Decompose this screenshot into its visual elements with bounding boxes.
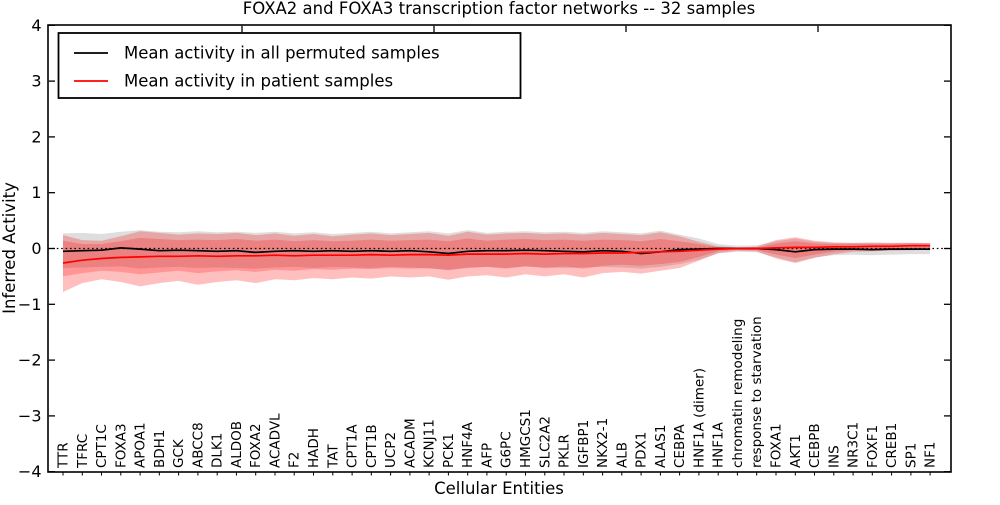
x-tick-label: PDX1 <box>634 432 650 468</box>
y-tick-label: −4 <box>18 462 42 481</box>
y-tick-labels: 4 3 2 1 0 −1 −2 −3 −4 <box>18 16 42 481</box>
x-tick-label: FOXA2 <box>248 423 264 468</box>
x-tick-label: AKT1 <box>788 434 804 468</box>
legend: Mean activity in all permuted samples Me… <box>57 32 522 99</box>
x-tick-label: CPT1A <box>345 424 361 468</box>
x-tick-label: CPT1B <box>364 424 380 468</box>
x-tick-label: FOXA1 <box>769 423 785 468</box>
confidence-bands <box>63 230 931 292</box>
x-tick-label: HMGCS1 <box>518 409 534 468</box>
x-tick-label: ACADVL <box>268 413 284 468</box>
x-tick-label: ALAS1 <box>653 425 669 468</box>
x-tick-label: AFP <box>479 443 495 468</box>
x-tick-label: ALDOB <box>229 421 245 468</box>
y-tick-label: −1 <box>18 295 42 314</box>
x-tick-label: G6PC <box>499 431 515 468</box>
x-tick-label: FOXF1 <box>865 425 881 468</box>
x-tick-label: F2 <box>287 452 303 468</box>
x-tick-label: NR3C1 <box>846 422 862 468</box>
axis-ticks <box>48 24 951 476</box>
x-tick-label: response to starvation <box>749 316 765 468</box>
x-tick-label: HNF1A <box>711 421 727 468</box>
plot-border <box>47 24 952 473</box>
x-tick-label: UCP2 <box>383 432 399 468</box>
x-tick-label: SP1 <box>903 443 919 468</box>
y-tick-label: 3 <box>31 72 41 91</box>
x-tick-label: NKX2-1 <box>595 418 611 468</box>
band-2 <box>63 237 931 277</box>
x-tick-label: HNF1A (dimer) <box>691 368 707 468</box>
y-tick-label: 0 <box>31 239 41 258</box>
x-tick-label: APOA1 <box>133 422 149 468</box>
x-tick-label: PCK1 <box>441 433 457 468</box>
y-tick-label: 2 <box>31 127 41 146</box>
y-tick-label: −3 <box>18 406 42 425</box>
x-tick-label: ACADM <box>402 418 418 468</box>
x-tick-labels: TTR TFRC CPT1C FOXA3 APOA1 BDH1 GCK ABCC8 DLK1 AL… <box>56 316 939 469</box>
legend-box <box>57 32 522 99</box>
x-tick-label: IGFBP1 <box>576 420 592 468</box>
series-line-0 <box>62 247 931 255</box>
x-tick-label: ALB <box>614 442 630 468</box>
y-tick-label: −2 <box>18 351 42 370</box>
legend-entry-permuted: Mean activity in all permuted samples <box>74 44 440 63</box>
x-tick-label: CEBPB <box>807 423 823 468</box>
x-tick-label: CEBPA <box>672 424 688 468</box>
x-tick-label: HADH <box>306 428 322 468</box>
x-tick-label: INS <box>826 445 842 468</box>
x-tick-label: TAT <box>325 444 341 469</box>
y-axis-label: Inferred Activity <box>0 182 19 314</box>
x-tick-label: NF1 <box>923 442 939 468</box>
x-tick-label: FOXA3 <box>113 423 129 468</box>
band-1 <box>63 231 931 292</box>
x-tick-label: KCNJ11 <box>422 419 438 468</box>
x-tick-label: SLC2A2 <box>537 416 553 468</box>
mean-activity-lines <box>62 244 931 264</box>
x-tick-label: GCK <box>171 438 187 468</box>
series-line-1 <box>62 244 931 264</box>
chart-title: FOXA2 and FOXA3 transcription factor net… <box>243 0 755 18</box>
x-tick-label: TTR <box>56 442 72 469</box>
y-tick-label: 1 <box>31 183 41 202</box>
legend-label-patient: Mean activity in patient samples <box>124 72 393 91</box>
x-tick-label: ABCC8 <box>190 422 206 468</box>
x-tick-label: CPT1C <box>94 424 110 468</box>
x-tick-label: HNF4A <box>460 421 476 468</box>
x-tick-label: PKLR <box>557 434 573 468</box>
legend-label-permuted: Mean activity in all permuted samples <box>124 44 440 63</box>
x-tick-label: CREB1 <box>884 423 900 468</box>
x-axis-label: Cellular Entities <box>434 479 564 498</box>
x-tick-label: DLK1 <box>210 433 226 468</box>
x-tick-label: TFRC <box>75 434 91 469</box>
x-tick-label: BDH1 <box>152 430 168 468</box>
y-tick-label: 4 <box>31 16 41 35</box>
legend-entry-patient: Mean activity in patient samples <box>74 72 393 91</box>
x-tick-label: chromatin remodeling <box>730 319 746 468</box>
